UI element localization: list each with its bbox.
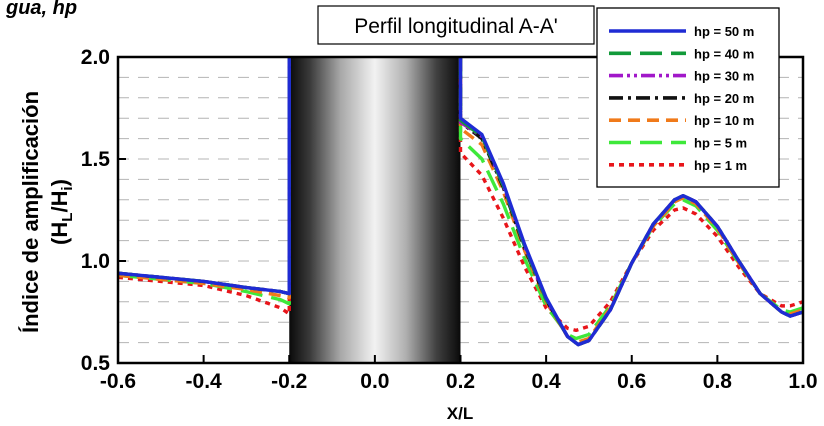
legend-box <box>596 7 780 188</box>
title-box <box>317 5 595 45</box>
legend-label: hp = 30 m <box>694 69 754 84</box>
x-tick-label: 0.4 <box>532 370 562 393</box>
legend-label: hp = 50 m <box>694 24 754 39</box>
series-layer <box>118 57 803 347</box>
legend-label: hp = 40 m <box>694 46 754 61</box>
x-tick-label: -0.4 <box>186 370 223 393</box>
x-tick-label: 0.0 <box>360 370 389 393</box>
y-axis-label-line2: (HL/Hi) <box>47 179 76 245</box>
y-axis-label: Índice de amplificación (HL/Hi) <box>18 91 76 333</box>
axis-ticks: -0.6 -0.4 -0.2 0.0 0.2 0.4 0.6 0.8 1.0 0.5 1.0 1.5 2… <box>81 46 818 393</box>
obstacle-band <box>289 57 461 363</box>
y-axis-label-line1: Índice de amplificación <box>18 91 43 333</box>
x-tick-label: -0.2 <box>271 370 307 393</box>
y-tick-label: 0.5 <box>81 352 111 375</box>
legend: hp = 50 m hp = 40 m hp = 30 m hp = 20 m hp =… <box>596 7 780 188</box>
y-tick-label: 1.0 <box>81 250 110 273</box>
y-tick-label: 2.0 <box>81 46 110 69</box>
chart-title: Perfil longitudinal A-A' <box>354 15 558 38</box>
legend-label: hp = 10 m <box>694 113 754 128</box>
x-tick-label: 0.8 <box>703 370 733 393</box>
y-tick-label: 1.5 <box>81 148 111 171</box>
x-tick-label: 0.2 <box>446 370 475 393</box>
cropped-header-text: gua, hp <box>5 0 77 19</box>
legend-label: hp = 20 m <box>694 91 754 106</box>
legend-label: hp = 5 m <box>694 136 747 151</box>
series-line <box>118 57 803 347</box>
legend-label: hp = 1 m <box>694 158 747 173</box>
x-tick-label: 0.6 <box>617 370 646 393</box>
x-axis-label: X/L <box>447 404 473 423</box>
x-tick-label: 1.0 <box>788 370 817 393</box>
x-tick-label: -0.6 <box>100 370 136 393</box>
